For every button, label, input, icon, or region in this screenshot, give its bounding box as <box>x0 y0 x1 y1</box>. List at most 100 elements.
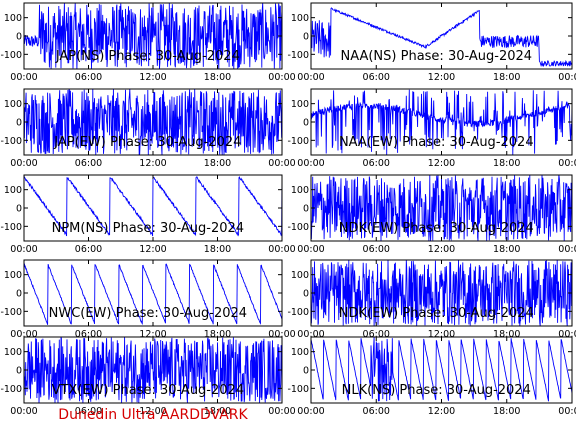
x-tick-label: 00:00 <box>10 406 37 417</box>
x-tick-label: 06:00 <box>363 158 390 169</box>
x-tick-label: 18:00 <box>493 406 520 417</box>
y-tick-label: 100 <box>4 347 22 358</box>
x-tick-label: 06:00 <box>363 72 390 83</box>
chart-panel: 100 0 -100 00:00 06:00 12:00 18:00 00:00 NLK(NS)… <box>287 336 576 417</box>
y-tick-label: -100 <box>287 136 309 147</box>
x-tick-label: 06:00 <box>363 244 390 255</box>
x-tick-label: 00:00 <box>10 158 37 169</box>
chart-panel: 100 0 -100 00:00 06:00 12:00 18:00 00:00 NAA(EW)… <box>287 88 576 169</box>
y-tick-label: -100 <box>0 307 22 318</box>
panel-title: NAA(NS) Phase: 30-Aug-2024 <box>340 49 532 64</box>
y-tick-label: 100 <box>291 270 309 281</box>
x-tick-label: 18:00 <box>493 244 520 255</box>
x-tick-label: 00:00 <box>558 406 576 417</box>
y-tick-label: 0 <box>303 289 309 300</box>
panel-title: VTX(EW) Phase: 30-Aug-2024 <box>52 383 245 398</box>
x-tick-label: 18:00 <box>204 406 231 417</box>
y-tick-label: -100 <box>0 222 22 233</box>
x-tick-label: 00:00 <box>297 244 324 255</box>
x-tick-label: 18:00 <box>204 72 231 83</box>
y-tick-label: -100 <box>287 384 309 395</box>
y-tick-label: 0 <box>303 366 309 377</box>
chart-panel: 100 0 -100 00:00 06:00 12:00 18:00 00:00 NWC(EW)… <box>0 259 296 340</box>
phase-series-line <box>24 263 282 325</box>
y-tick-label: 0 <box>16 118 22 129</box>
x-tick-label: 00:00 <box>268 329 295 340</box>
panel-title: NWC(EW) Phase: 30-Aug-2024 <box>49 306 247 321</box>
x-tick-label: 00:00 <box>268 72 295 83</box>
y-tick-label: 0 <box>16 366 22 377</box>
y-tick-label: 100 <box>4 13 22 24</box>
y-tick-label: 0 <box>16 289 22 300</box>
phase-series-line <box>311 7 572 68</box>
y-tick-label: 0 <box>16 204 22 215</box>
x-tick-label: 12:00 <box>139 329 166 340</box>
chart-panel: 100 0 -100 00:00 06:00 12:00 18:00 00:00 NDK(EW)… <box>287 174 576 255</box>
x-tick-label: 12:00 <box>428 406 455 417</box>
y-tick-label: 0 <box>303 32 309 43</box>
x-tick-label: 00:00 <box>297 72 324 83</box>
x-tick-label: 12:00 <box>428 244 455 255</box>
x-tick-label: 00:00 <box>268 406 295 417</box>
x-tick-label: 12:00 <box>139 244 166 255</box>
y-tick-label: 100 <box>291 99 309 110</box>
x-tick-label: 00:00 <box>297 329 324 340</box>
x-tick-label: 12:00 <box>139 406 166 417</box>
x-tick-label: 00:00 <box>558 72 576 83</box>
x-tick-label: 18:00 <box>204 158 231 169</box>
x-tick-label: 18:00 <box>493 158 520 169</box>
phase-series-line <box>24 89 282 155</box>
credit-text: Dunedin Ultra AARDDVARK <box>58 407 248 423</box>
x-tick-label: 18:00 <box>493 72 520 83</box>
chart-panel: 100 0 -100 00:00 06:00 12:00 18:00 00:00 JAP(NS)… <box>0 2 296 83</box>
chart-panel: 100 0 -100 00:00 06:00 12:00 18:00 00:00 VTX(EW)… <box>0 336 296 417</box>
panel-title: NPM(NS) Phase: 30-Aug-2024 <box>52 221 244 236</box>
x-tick-label: 12:00 <box>428 72 455 83</box>
panel-title: NAA(EW) Phase: 30-Aug-2024 <box>339 135 534 150</box>
chart-panel: 100 0 -100 00:00 06:00 12:00 18:00 00:00 JAP(EW)… <box>0 88 296 169</box>
y-tick-label: 100 <box>4 270 22 281</box>
panel-title: JAP(NS) Phase: 30-Aug-2024 <box>55 49 240 64</box>
x-tick-label: 00:00 <box>10 329 37 340</box>
x-tick-label: 00:00 <box>558 158 576 169</box>
x-tick-label: 18:00 <box>204 244 231 255</box>
y-tick-label: 100 <box>291 347 309 358</box>
phase-series-line <box>311 337 572 402</box>
y-tick-label: 100 <box>4 99 22 110</box>
panel-title: NDK(EW) Phase: 30-Aug-2024 <box>339 306 534 321</box>
x-tick-label: 18:00 <box>204 329 231 340</box>
x-tick-label: 06:00 <box>75 406 102 417</box>
x-tick-label: 06:00 <box>363 329 390 340</box>
x-tick-label: 06:00 <box>75 244 102 255</box>
panel-title: NLK(NS) Phase: 30-Aug-2024 <box>342 383 531 398</box>
x-tick-label: 06:00 <box>363 406 390 417</box>
phase-series-line <box>311 89 572 155</box>
chart-panel: 100 0 -100 00:00 06:00 12:00 18:00 00:00 NAA(NS)… <box>287 2 576 83</box>
x-tick-label: 06:00 <box>75 72 102 83</box>
y-tick-label: -100 <box>0 384 22 395</box>
x-tick-label: 06:00 <box>75 158 102 169</box>
y-tick-label: 100 <box>291 185 309 196</box>
y-tick-label: -100 <box>287 50 309 61</box>
panel-title: JAP(EW) Phase: 30-Aug-2024 <box>53 135 241 150</box>
x-tick-label: 00:00 <box>10 244 37 255</box>
x-tick-label: 00:00 <box>10 72 37 83</box>
y-tick-label: 0 <box>303 118 309 129</box>
chart-panel: 100 0 -100 00:00 06:00 12:00 18:00 00:00 NPM(NS)… <box>0 174 296 255</box>
panel-title: NDK(EW) Phase: 30-Aug-2024 <box>339 221 534 236</box>
x-tick-label: 00:00 <box>297 406 324 417</box>
phase-series-line <box>311 260 572 326</box>
x-tick-label: 00:00 <box>268 244 295 255</box>
chart-panel: 100 0 -100 00:00 06:00 12:00 18:00 00:00 NDK(EW)… <box>287 259 576 340</box>
y-tick-label: 100 <box>291 13 309 24</box>
y-tick-label: -100 <box>0 50 22 61</box>
x-tick-label: 18:00 <box>493 329 520 340</box>
y-tick-label: 0 <box>303 204 309 215</box>
x-tick-label: 00:00 <box>558 329 576 340</box>
x-tick-label: 12:00 <box>139 72 166 83</box>
phase-series-line <box>24 337 282 403</box>
y-tick-label: 0 <box>16 32 22 43</box>
y-tick-label: -100 <box>0 136 22 147</box>
x-tick-label: 00:00 <box>297 158 324 169</box>
